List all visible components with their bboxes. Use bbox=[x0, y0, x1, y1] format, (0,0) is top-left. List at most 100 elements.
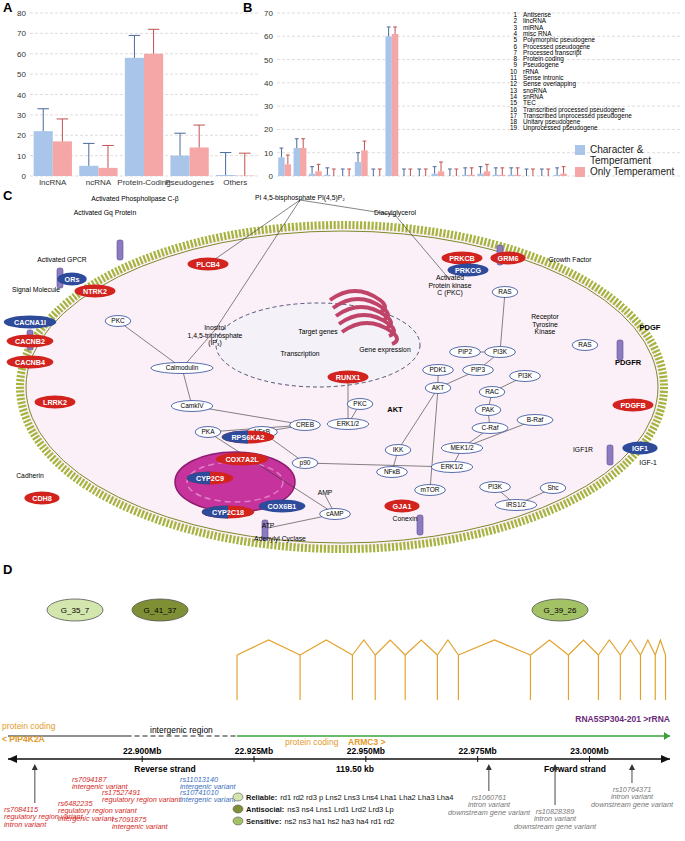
error-bar bbox=[310, 167, 314, 174]
error-bar bbox=[129, 35, 140, 57]
grid-line bbox=[277, 82, 680, 83]
gene-node bbox=[216, 453, 269, 466]
error-cap bbox=[325, 167, 329, 168]
error-bar bbox=[433, 167, 437, 174]
error-bar bbox=[280, 148, 284, 157]
error-bar bbox=[562, 167, 566, 174]
edge bbox=[118, 321, 182, 368]
error-cap bbox=[310, 166, 314, 167]
error-stem bbox=[403, 169, 404, 176]
bar bbox=[324, 175, 330, 176]
gene-node bbox=[187, 472, 234, 485]
er bbox=[342, 323, 397, 344]
error-bar bbox=[531, 169, 535, 176]
intron bbox=[640, 640, 655, 655]
error-bar bbox=[356, 153, 360, 162]
protein-label: PI3K bbox=[518, 372, 533, 379]
protein-node bbox=[480, 482, 511, 493]
group-swatch bbox=[233, 817, 243, 825]
error-cap bbox=[332, 169, 336, 170]
bar bbox=[294, 148, 300, 176]
group-swatch bbox=[233, 805, 243, 813]
protein-label: p90 bbox=[300, 459, 311, 467]
protein-label: NFκB bbox=[384, 468, 400, 475]
bar bbox=[508, 175, 514, 176]
label-line: Protein kinase bbox=[428, 282, 471, 289]
tick bbox=[589, 756, 590, 762]
error-cap bbox=[500, 167, 504, 168]
intron bbox=[352, 640, 375, 655]
error-bar bbox=[546, 169, 550, 176]
exon bbox=[299, 655, 300, 700]
node-label: Transcription bbox=[280, 350, 319, 358]
tick-label: 70 bbox=[264, 9, 273, 18]
error-bar bbox=[37, 109, 48, 131]
bar bbox=[385, 36, 391, 176]
error-cap bbox=[531, 169, 535, 170]
error-cap bbox=[347, 169, 351, 170]
group-legend: Antisocial:ns3 ns4 Lns1 Lrd1 Lrd2 Lrd3 L… bbox=[246, 805, 394, 814]
figure: ABCD01020304050607080lncRNAncRNAProtein-… bbox=[0, 0, 685, 841]
node-label: Activated Gq Protein bbox=[74, 209, 137, 217]
legend-swatch bbox=[575, 145, 585, 155]
tick-label: Pseudogenes bbox=[165, 178, 214, 187]
protein-label: PKC bbox=[111, 317, 125, 324]
exons bbox=[237, 640, 666, 700]
bar bbox=[477, 174, 483, 176]
error-bar bbox=[332, 169, 336, 176]
protein-node bbox=[463, 365, 494, 376]
transcript-label: RNA5SP304-201 >rRNA bbox=[575, 714, 670, 724]
protein-label: PKC bbox=[353, 400, 367, 407]
label-line: (IP₃) bbox=[208, 339, 222, 347]
arrow-head bbox=[552, 764, 558, 770]
error-cap bbox=[408, 169, 412, 170]
tick-label: 60 bbox=[264, 32, 273, 41]
error-cap bbox=[555, 167, 559, 168]
error-stem bbox=[244, 153, 245, 175]
error-cap bbox=[463, 167, 467, 168]
error-bar bbox=[454, 169, 458, 176]
error-bar bbox=[174, 133, 185, 155]
protein-label: B-Raf bbox=[527, 416, 544, 423]
protein-label: ERK1/2 bbox=[337, 420, 360, 427]
snp: rs7091875intergenic variant bbox=[112, 815, 169, 831]
node-label: Inositol1,4,5-triphosphate(IP₃) bbox=[188, 324, 243, 347]
gene-node bbox=[57, 273, 86, 286]
edge bbox=[500, 292, 505, 352]
error-cap bbox=[387, 26, 391, 27]
error-bar bbox=[448, 169, 452, 176]
bar bbox=[278, 157, 284, 176]
gene-label: IGF1 bbox=[632, 444, 648, 453]
error-cap bbox=[37, 108, 48, 109]
bar bbox=[216, 175, 235, 176]
error-stem bbox=[425, 169, 426, 176]
protein-node bbox=[485, 347, 516, 358]
legend-label: Only Temperament bbox=[590, 166, 675, 177]
bar bbox=[560, 174, 566, 176]
protein-node bbox=[151, 363, 213, 374]
bar bbox=[514, 175, 520, 176]
protein-node bbox=[572, 340, 598, 351]
bar bbox=[285, 164, 291, 176]
bar bbox=[554, 175, 560, 176]
tick bbox=[142, 756, 143, 762]
tick-label: 60 bbox=[17, 50, 26, 59]
protein-node bbox=[517, 415, 553, 426]
error-stem bbox=[62, 119, 63, 141]
bar bbox=[125, 58, 144, 176]
bar bbox=[392, 34, 398, 176]
protein-node bbox=[171, 401, 212, 412]
error-stem bbox=[180, 133, 181, 155]
bar bbox=[144, 54, 163, 176]
protein-label: PI3K bbox=[493, 348, 508, 355]
group-members: ns2 ns3 ha1 hs2 ha3 ha4 rd1 rd2 bbox=[284, 817, 394, 826]
error-stem bbox=[465, 168, 466, 175]
snp-annotation: downstream gene variant bbox=[448, 808, 531, 817]
tick-label: 30 bbox=[264, 102, 273, 111]
edge bbox=[208, 200, 300, 264]
gene-node bbox=[259, 500, 306, 513]
gene-label: CACNB4 bbox=[15, 358, 45, 367]
edge bbox=[430, 388, 438, 490]
error-stem bbox=[410, 169, 411, 176]
protein-node bbox=[292, 458, 318, 469]
